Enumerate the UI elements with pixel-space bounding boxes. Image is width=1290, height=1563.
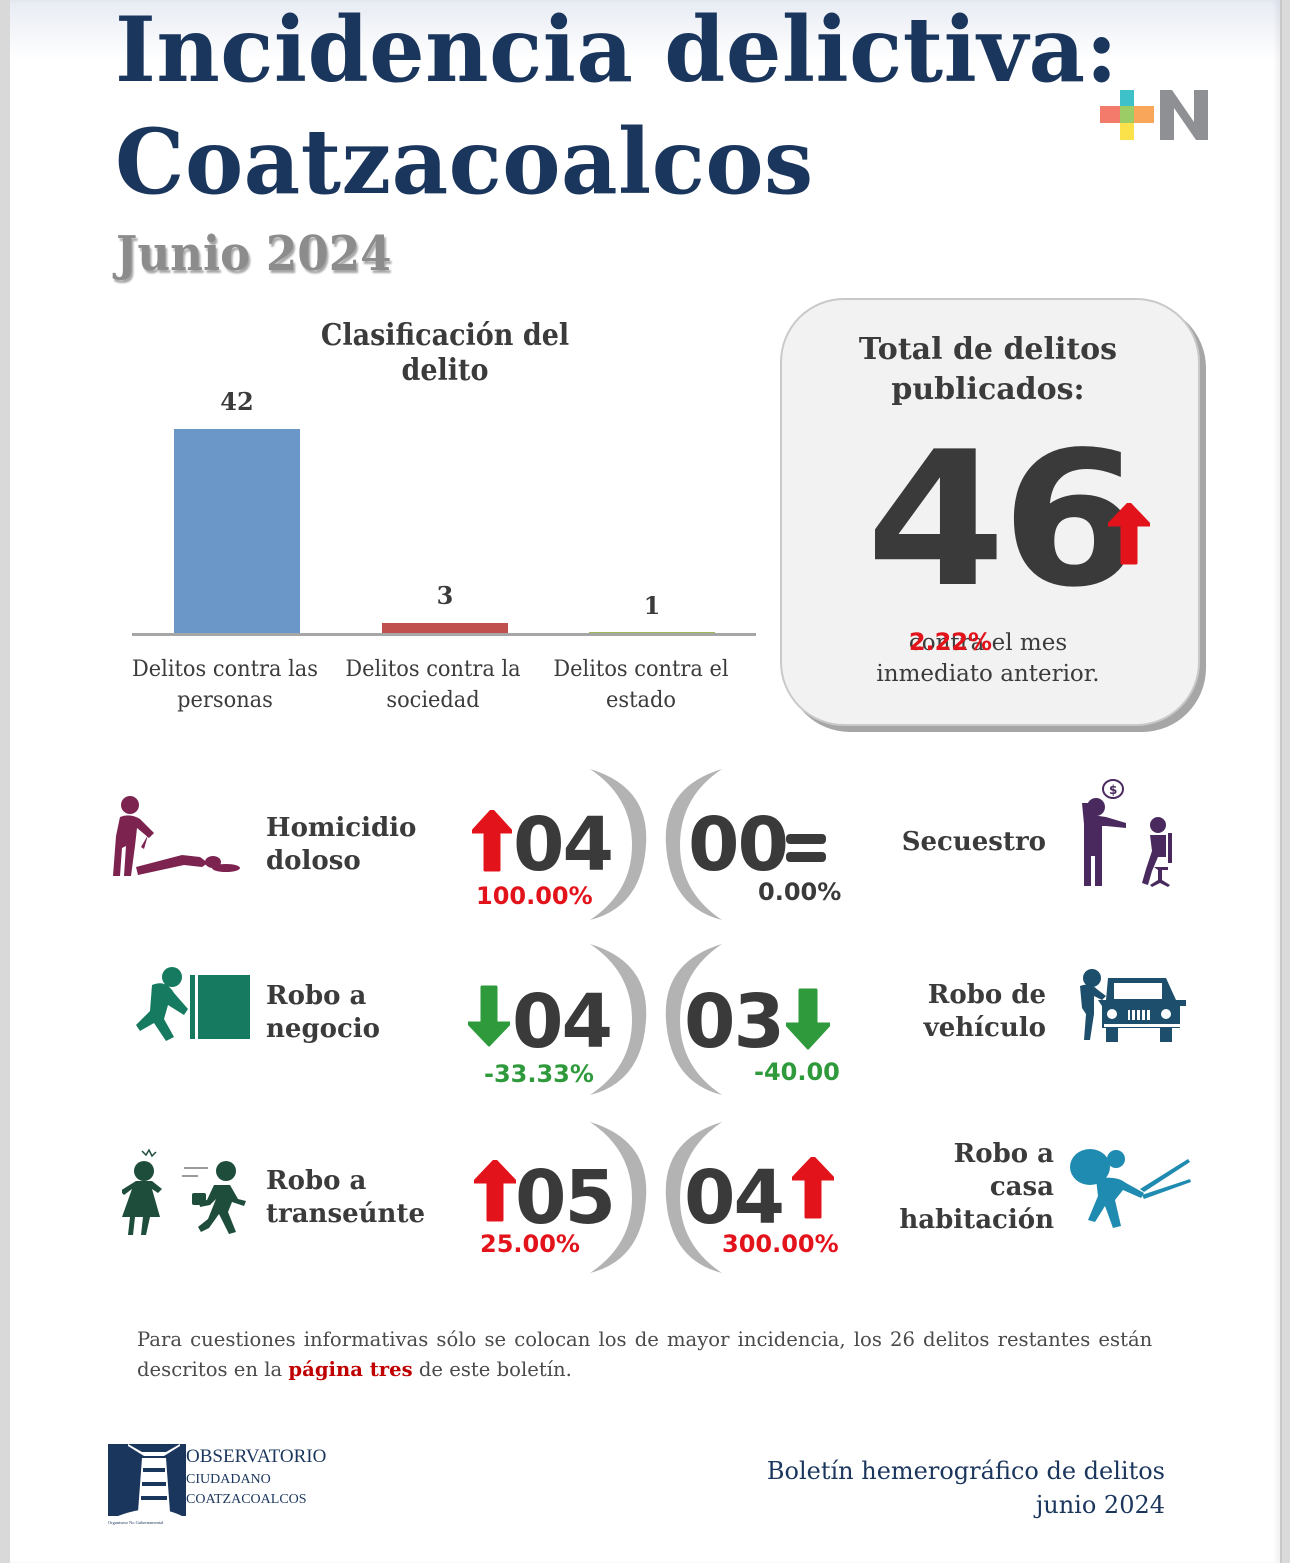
total-label: Total de delitos publicados: — [782, 330, 1194, 410]
svg-text:$: $ — [1109, 783, 1117, 797]
bar-value-label: 42 — [220, 387, 254, 416]
bulletin-line-2: junio 2024 — [1035, 1491, 1165, 1519]
title-line-2: Coatzacoalcos — [115, 109, 814, 215]
x-tick-label: Delitos contra la sociedad — [333, 654, 533, 716]
crime-label-line: vehículo — [923, 1013, 1046, 1043]
homicide-icon — [113, 796, 240, 876]
arrow-down-icon — [786, 988, 830, 1050]
total-change-text-2: inmediato anterior. — [876, 661, 1100, 687]
title-line-1: Incidencia delictiva: — [115, 0, 1119, 103]
bar-chart: 42 3 1 — [132, 380, 756, 636]
crime-change-homicidio: 100.00% — [476, 882, 593, 910]
total-label-line-2: publicados: — [891, 372, 1085, 407]
arrow-up-icon — [472, 810, 512, 872]
crime-label-robo-negocio: Robo a negocio — [266, 980, 380, 1046]
crime-change-robo-negocio: -33.33% — [484, 1060, 594, 1088]
crime-label-robo-transeunte: Robo a transeúnte — [266, 1165, 425, 1231]
arrow-up-icon — [474, 1160, 516, 1222]
arc-decoration — [590, 1122, 647, 1273]
crime-label-homicidio: Homicidio doloso — [266, 812, 416, 878]
bar-group-estado: 1 — [589, 380, 715, 636]
arc-decoration — [665, 944, 722, 1095]
crime-change-robo-vehiculo: -40.00 — [754, 1058, 840, 1086]
page-edge — [1280, 0, 1290, 1563]
crime-label-line: Robo de — [927, 980, 1046, 1010]
arc-decoration — [665, 769, 722, 920]
x-tick-label: Delitos contra el estado — [541, 654, 741, 716]
arrow-down-icon — [468, 985, 510, 1047]
x-axis-line — [132, 633, 756, 636]
crime-count-robo-casa: 04 — [684, 1155, 785, 1241]
period-subtitle: Junio 2024 — [116, 226, 392, 282]
x-tick-line: Delitos contra las — [132, 657, 318, 682]
burglary-icon — [1070, 1149, 1191, 1228]
vehicle-theft-icon — [1080, 969, 1186, 1042]
footnote: Para cuestiones informativas sólo se col… — [137, 1324, 1152, 1384]
kidnapping-icon: $ — [1082, 779, 1172, 887]
arc-decoration — [590, 769, 647, 920]
equal-sign-icon — [786, 834, 826, 862]
total-change-pct: 2.22% — [908, 628, 993, 656]
crime-count-robo-vehiculo: 03 — [684, 979, 785, 1065]
x-tick-line: sociedad — [386, 688, 480, 713]
pedestrian-robbery-icon — [122, 1148, 246, 1235]
chart-title: Clasificación del delito — [320, 318, 570, 388]
total-change-text: contra el mes — [908, 630, 1068, 656]
page-title: Incidencia delictiva: Coatzacoalcos — [115, 0, 1118, 218]
crime-count-homicidio: 04 — [513, 802, 614, 888]
crime-count-robo-transeunte: 05 — [515, 1155, 616, 1241]
crime-label-line: Secuestro — [901, 827, 1046, 857]
crime-label-line: negocio — [266, 1014, 381, 1044]
crime-label-line: Robo a — [266, 981, 367, 1011]
business-robbery-icon — [136, 967, 250, 1041]
bar-value-label: 3 — [436, 581, 454, 610]
x-tick-line: Delitos contra la — [345, 657, 521, 682]
total-value: 46 — [866, 411, 1141, 628]
crime-label-robo-vehiculo: Robo de vehículo — [890, 979, 1046, 1045]
crime-label-line: casa — [989, 1172, 1054, 1202]
crime-label-line: doloso — [266, 846, 361, 876]
bar-value-label: 1 — [643, 591, 661, 620]
footnote-text-end: de este boletín. — [412, 1357, 572, 1381]
arrow-up-icon — [792, 1157, 834, 1219]
svg-text:Organismo No Gubernamental: Organismo No Gubernamental — [108, 1520, 164, 1525]
crime-label-line: habitación — [899, 1205, 1054, 1235]
crime-count-secuestro: 00 — [688, 802, 789, 888]
arc-decoration — [590, 944, 647, 1095]
x-tick-label: Delitos contra las personas — [125, 654, 325, 716]
total-crimes-card: Total de delitos publicados: 46 2.22% co… — [780, 298, 1200, 726]
bar-group-sociedad: 3 — [382, 380, 508, 636]
crime-label-line: Robo a — [266, 1166, 367, 1196]
crime-label-robo-casa: Robo a casa habitación — [870, 1138, 1054, 1237]
org-name-line-2: CIUDADANO — [186, 1472, 271, 1487]
bar-personas — [174, 429, 300, 636]
total-label-line-1: Total de delitos — [858, 332, 1118, 367]
x-tick-line: Delitos contra el — [553, 657, 729, 682]
crime-change-robo-casa: 300.00% — [722, 1230, 839, 1258]
crime-label-secuestro: Secuestro — [890, 826, 1046, 859]
org-name-line-3: COATZACOALCOS — [186, 1492, 307, 1507]
media-logo-icon — [1100, 90, 1208, 140]
bulletin-line-1: Boletín hemerográfico de delitos — [766, 1457, 1165, 1485]
total-change-note: 2.22% contra el mes inmediato anterior. — [782, 628, 1194, 690]
org-name-line-1: OBSERVATORIO — [186, 1446, 327, 1467]
lighthouse-logo-icon: Organismo No Gubernamental — [108, 1444, 186, 1525]
infographic-page: Incidencia delictiva: Coatzacoalcos Juni… — [10, 0, 1280, 1563]
crime-change-secuestro: 0.00% — [758, 878, 842, 906]
footnote-text: Para cuestiones informativas sólo se col… — [137, 1327, 1153, 1381]
arc-decoration — [665, 1122, 722, 1273]
x-tick-line: estado — [606, 688, 676, 713]
footnote-page-link: página tres — [288, 1357, 413, 1381]
x-tick-line: personas — [177, 688, 273, 713]
bar-sociedad — [382, 623, 508, 636]
crime-label-line: transeúnte — [266, 1199, 425, 1229]
bulletin-caption: Boletín hemerográfico de delitos junio 2… — [767, 1454, 1165, 1522]
crime-label-line: Homicidio — [266, 813, 417, 843]
arrow-up-icon — [1108, 503, 1150, 565]
crime-count-robo-negocio: 04 — [512, 979, 613, 1065]
bar-group-personas: 42 — [174, 380, 300, 636]
crime-label-line: Robo a — [953, 1139, 1054, 1169]
crime-change-robo-transeunte: 25.00% — [480, 1230, 580, 1258]
